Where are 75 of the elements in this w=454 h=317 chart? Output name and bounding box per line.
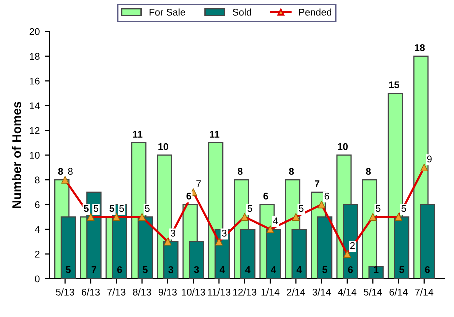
x-tick-label: 1/14 <box>262 288 280 296</box>
data-label: 6 <box>264 192 268 200</box>
data-label: 5 <box>84 205 89 212</box>
data-label: 6 <box>425 266 430 274</box>
x-tick-label: 12/13 <box>233 288 257 296</box>
x-tick-label: 8/13 <box>133 288 152 296</box>
data-label: 5 <box>248 205 252 212</box>
legend-label: For Sale <box>150 8 186 16</box>
x-tick-label: 7/13 <box>108 288 126 296</box>
x-tick-label: 11/13 <box>208 288 231 296</box>
y-tick-label: 2 <box>35 250 40 258</box>
y-axis-title: Number of Homes <box>12 102 22 208</box>
x-tick-label: 9/13 <box>158 288 177 296</box>
data-label: 3 <box>194 266 200 274</box>
y-tick-label: 16 <box>30 78 40 85</box>
data-label: 6 <box>186 192 192 200</box>
data-label: 5 <box>145 205 150 212</box>
data-label: 4 <box>296 266 302 274</box>
x-tick-label: 5/13 <box>56 288 74 296</box>
y-tick-label: 0 <box>35 276 40 283</box>
data-label: 7 <box>92 266 96 274</box>
data-label: 5 <box>299 205 304 212</box>
data-label: 8 <box>366 168 372 176</box>
data-label: 6 <box>348 266 354 274</box>
data-label: 9 <box>427 156 432 163</box>
y-tick-label: 20 <box>30 28 40 36</box>
data-label: 15 <box>389 82 400 89</box>
data-label: 5 <box>94 205 99 212</box>
data-label: 7 <box>315 180 320 188</box>
legend-label: Pended <box>299 8 332 16</box>
x-tick-label: 5/14 <box>364 288 382 296</box>
y-tick-label: 8 <box>35 176 40 184</box>
data-label: 10 <box>158 143 168 150</box>
data-label: 5 <box>143 266 148 274</box>
data-label: 6 <box>117 266 122 274</box>
data-label: 5 <box>402 205 406 212</box>
data-label: 11 <box>210 131 220 138</box>
y-tick-label: 4 <box>35 226 40 234</box>
data-label: 3 <box>222 230 227 237</box>
data-label: 7 <box>196 180 202 188</box>
data-label: 10 <box>338 143 348 150</box>
x-tick-label: 2/14 <box>287 288 306 296</box>
y-tick-label: 6 <box>35 202 40 208</box>
data-label: 8 <box>58 168 64 176</box>
x-tick-label: 6/14 <box>390 288 408 296</box>
y-tick-label: 14 <box>30 102 40 110</box>
data-label: 5 <box>322 266 328 274</box>
data-label: 5 <box>110 205 115 212</box>
legend-label: Sold <box>232 8 252 16</box>
y-tick-label: 10 <box>30 152 40 159</box>
data-label: 4 <box>271 266 276 274</box>
data-label: 5 <box>66 266 71 274</box>
x-tick-label: 10/13 <box>182 288 206 296</box>
x-tick-label: 7/14 <box>415 288 434 296</box>
data-label: 3 <box>168 266 174 274</box>
data-label: 1 <box>374 266 379 274</box>
data-label: 18 <box>415 44 426 52</box>
x-tick-label: 4/14 <box>338 288 357 296</box>
data-label: 8 <box>238 168 243 176</box>
y-tick-label: 18 <box>30 53 40 60</box>
data-label: 3 <box>170 230 176 237</box>
data-label: 4 <box>273 218 278 224</box>
x-tick-label: 3/14 <box>312 288 331 296</box>
data-label: 4 <box>220 266 226 274</box>
data-label: 2 <box>350 242 355 250</box>
y-tick-label: 12 <box>30 127 40 134</box>
x-tick-label: 6/13 <box>82 288 100 296</box>
data-label: 8 <box>289 168 294 176</box>
data-label: 5 <box>120 205 124 212</box>
data-label: 11 <box>133 131 143 138</box>
data-label: 5 <box>376 205 381 212</box>
data-label: 8 <box>68 168 73 176</box>
data-label: 4 <box>246 266 251 274</box>
data-label: 5 <box>400 266 404 274</box>
data-label: 6 <box>324 192 330 200</box>
